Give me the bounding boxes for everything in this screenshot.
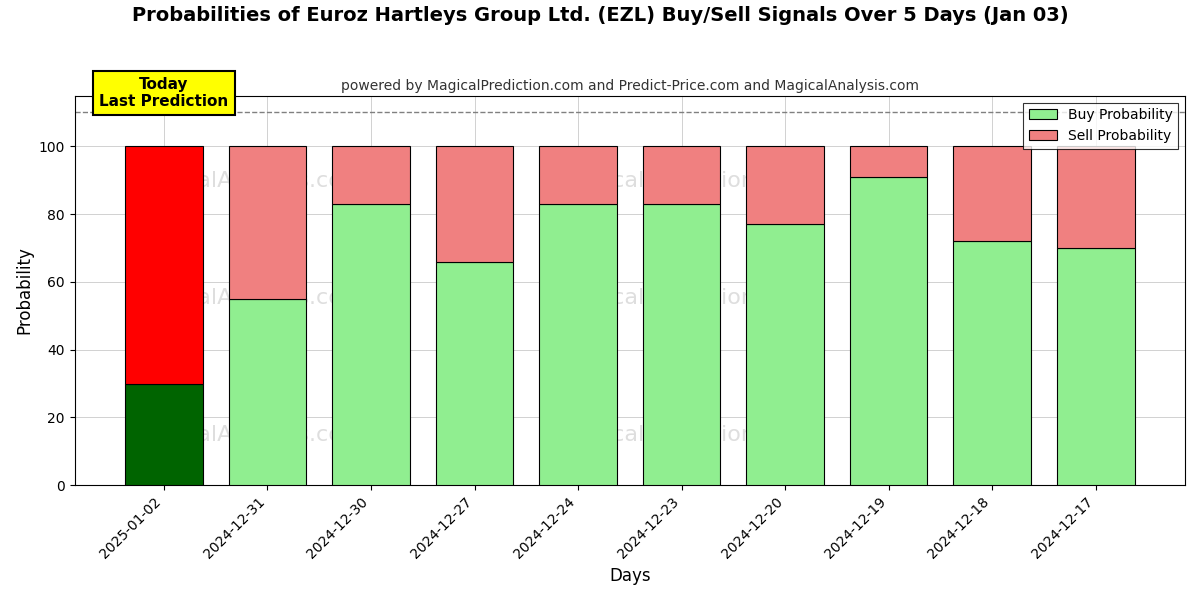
Bar: [953, 146, 1031, 241]
Y-axis label: Probability: Probability: [16, 247, 34, 334]
Bar: [332, 204, 410, 485]
Bar: [125, 146, 203, 383]
Bar: [643, 146, 720, 204]
Bar: [1057, 248, 1134, 485]
Bar: [229, 146, 306, 299]
Bar: [125, 383, 203, 485]
Bar: [229, 299, 306, 485]
Bar: [436, 262, 514, 485]
Bar: [332, 146, 410, 204]
Text: MagicalPrediction.com: MagicalPrediction.com: [560, 171, 810, 191]
Bar: [436, 146, 514, 262]
Bar: [539, 146, 617, 204]
Bar: [850, 146, 928, 177]
Text: calAnalysis.com: calAnalysis.com: [185, 171, 364, 191]
X-axis label: Days: Days: [610, 567, 650, 585]
Text: Probabilities of Euroz Hartleys Group Ltd. (EZL) Buy/Sell Signals Over 5 Days (J: Probabilities of Euroz Hartleys Group Lt…: [132, 6, 1068, 25]
Bar: [1057, 146, 1134, 248]
Text: MagicalPrediction.com: MagicalPrediction.com: [560, 288, 810, 308]
Text: calAnalysis.com: calAnalysis.com: [185, 425, 364, 445]
Legend: Buy Probability, Sell Probability: Buy Probability, Sell Probability: [1024, 103, 1178, 149]
Title: powered by MagicalPrediction.com and Predict-Price.com and MagicalAnalysis.com: powered by MagicalPrediction.com and Pre…: [341, 79, 919, 93]
Bar: [643, 204, 720, 485]
Text: MagicalPrediction.com: MagicalPrediction.com: [560, 425, 810, 445]
Text: calAnalysis.com: calAnalysis.com: [185, 288, 364, 308]
Bar: [746, 146, 824, 224]
Text: Today
Last Prediction: Today Last Prediction: [100, 77, 228, 109]
Bar: [953, 241, 1031, 485]
Bar: [746, 224, 824, 485]
Bar: [850, 177, 928, 485]
Bar: [539, 204, 617, 485]
